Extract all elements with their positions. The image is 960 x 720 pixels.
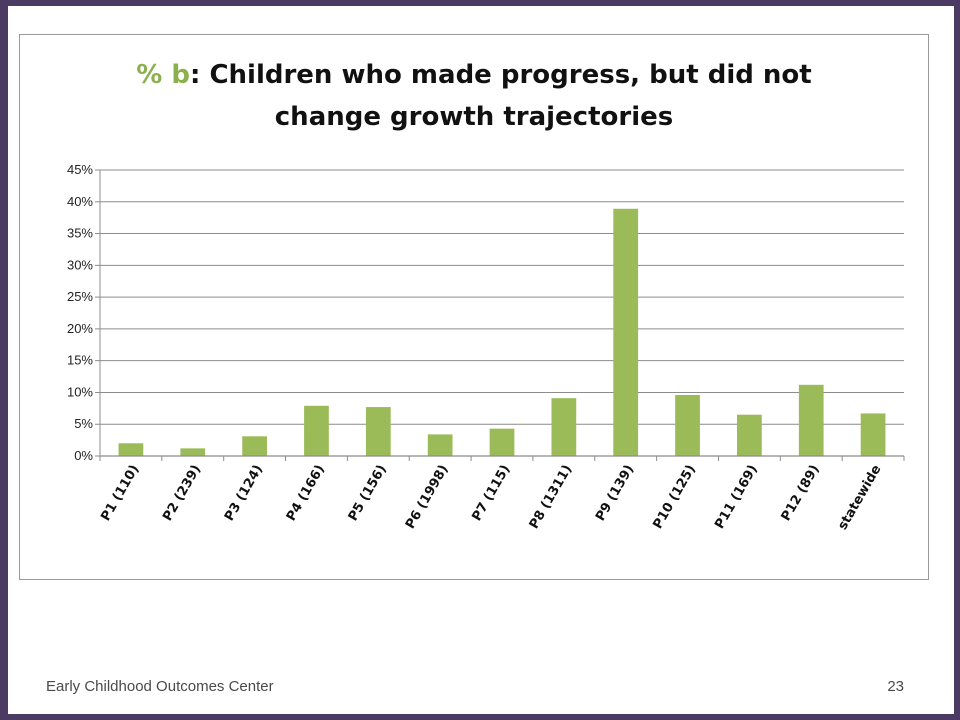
bar xyxy=(427,434,453,456)
y-tick-label: 25% xyxy=(67,289,93,304)
x-tick-label: P9 (139) xyxy=(593,463,637,524)
chart-title-line-1: % b: Children who made progress, but did… xyxy=(19,54,929,96)
bar xyxy=(180,448,206,456)
bar xyxy=(551,398,577,456)
x-tick-label: P2 (239) xyxy=(160,463,204,524)
chart-title-line-2: change growth trajectories xyxy=(274,102,674,132)
x-tick-label: P7 (115) xyxy=(469,463,513,524)
y-tick-label: 30% xyxy=(67,257,93,272)
x-tick-label: P11 (169) xyxy=(712,463,761,532)
bar xyxy=(675,394,700,456)
x-tick-label: P6 (1998) xyxy=(403,463,452,532)
chart-area: 0% 5% 10% 15% 20% 25% 30% 35% 40% 45% P1 (110) P2 (… xyxy=(19,34,929,580)
chart-title: % b: Children who made progress, but did… xyxy=(19,54,929,138)
y-tick-label: 15% xyxy=(67,353,93,368)
x-tick-label: P4 (166) xyxy=(284,463,328,524)
footer-organization: Early Childhood Outcomes Center xyxy=(46,678,274,695)
bar xyxy=(304,405,329,456)
chart-title-prefix: % b xyxy=(136,60,190,90)
y-tick-label: 45% xyxy=(67,162,93,177)
chart-title-line1-rest: : Children who made progress, but did no… xyxy=(190,60,812,90)
y-tick-label: 40% xyxy=(67,194,93,209)
x-tick-label: P10 (125) xyxy=(650,463,699,532)
bar xyxy=(860,413,886,456)
y-tick-label: 20% xyxy=(67,321,93,336)
x-tick-label: P8 (1311) xyxy=(527,463,576,532)
x-tick-label: P5 (156) xyxy=(346,463,390,524)
bar-chart: 0% 5% 10% 15% 20% 25% 30% 35% 40% 45% P1 (110) P2 (… xyxy=(67,162,905,533)
y-tick-label: 0% xyxy=(74,448,93,463)
bar xyxy=(489,428,515,456)
bar xyxy=(242,436,267,456)
page-number: 23 xyxy=(887,678,904,695)
y-tick-label: 5% xyxy=(74,416,93,431)
bar xyxy=(737,414,762,456)
x-tick-label: P3 (124) xyxy=(222,463,266,524)
bar xyxy=(365,407,391,456)
x-tick-label: statewide xyxy=(835,462,884,532)
y-tick-label: 10% xyxy=(67,384,93,399)
x-tick-label: P1 (110) xyxy=(98,463,142,524)
bar xyxy=(798,384,824,456)
x-tick-label: P12 (89) xyxy=(779,463,823,524)
bar xyxy=(118,443,144,456)
bar xyxy=(613,208,639,456)
y-tick-label: 35% xyxy=(67,226,93,241)
